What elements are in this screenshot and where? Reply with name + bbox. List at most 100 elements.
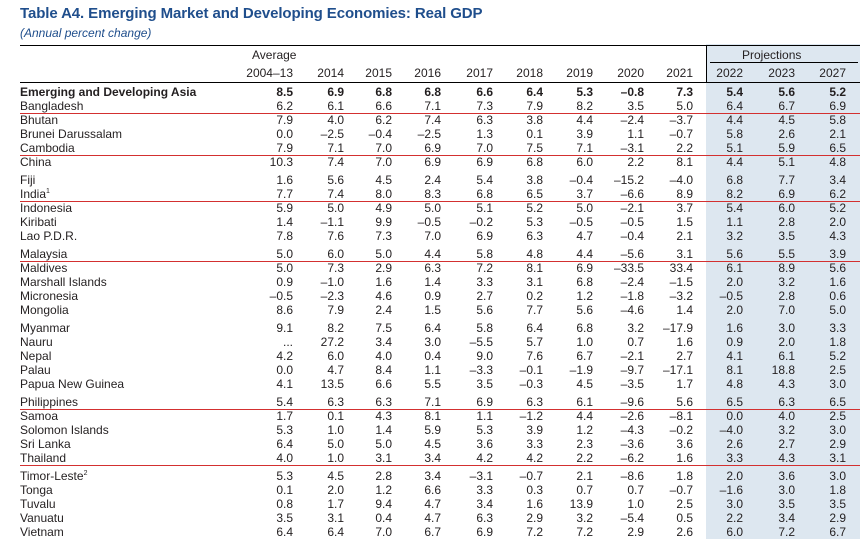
- value-cell: 5.0: [327, 201, 344, 215]
- value-cell: 1.6: [676, 451, 693, 465]
- value-cell: 0.9: [726, 335, 743, 349]
- value-cell: 4.4: [424, 247, 441, 261]
- value-cell: –17.1: [662, 363, 693, 377]
- value-cell: 5.5: [424, 377, 441, 391]
- value-cell: 3.7: [676, 201, 693, 215]
- value-cell: 1.6: [676, 335, 693, 349]
- value-cell: 5.5: [778, 247, 795, 261]
- value-cell: 4.2: [276, 349, 293, 363]
- value-cell: 8.1: [424, 409, 441, 423]
- value-cell: 1.2: [576, 423, 593, 437]
- value-cell: 9.0: [476, 349, 493, 363]
- value-cell: 7.0: [375, 155, 392, 169]
- value-cell: 7.1: [424, 395, 441, 409]
- value-cell: 0.9: [424, 289, 441, 303]
- value-cell: 5.8: [829, 113, 846, 127]
- value-cell: 7.8: [276, 229, 293, 243]
- country-name: Sri Lanka: [20, 437, 71, 451]
- value-cell: 0.5: [676, 511, 693, 525]
- value-cell: 6.5: [526, 187, 543, 201]
- value-cell: 1.1: [726, 215, 743, 229]
- value-cell: 5.3: [526, 215, 543, 229]
- value-cell: 7.2: [526, 525, 543, 539]
- table-row: Nauru... 27.2 3.4 3.0 –5.5 5.7 1.0 0.7 1.6 0.9 2.0…: [0, 336, 867, 348]
- value-cell: 2.8: [778, 215, 795, 229]
- value-cell: –0.5: [719, 289, 743, 303]
- column-header-2020: 2020: [617, 66, 644, 80]
- value-cell: –0.5: [269, 289, 293, 303]
- table-row: Brunei Darussalam 0.0 –2.5 –0.4 –2.5 1.3 0.1 3.…: [0, 128, 867, 140]
- value-cell: 3.2: [726, 229, 743, 243]
- value-cell: 0.4: [424, 349, 441, 363]
- value-cell: 1.0: [327, 451, 344, 465]
- country-name: Maldives: [20, 261, 68, 275]
- value-cell: 3.4: [424, 451, 441, 465]
- value-cell: 2.0: [726, 275, 743, 289]
- value-cell: 8.9: [778, 261, 795, 275]
- value-cell: 6.9: [778, 187, 795, 201]
- table-row: Solomon Islands 5.3 1.0 1.4 5.9 5.3 3.9 1.2 –4.3…: [0, 424, 867, 436]
- value-cell: 4.8: [526, 247, 543, 261]
- value-cell: 3.0: [829, 469, 846, 483]
- value-cell: 3.6: [476, 437, 493, 451]
- value-cell: 3.0: [778, 483, 795, 497]
- value-cell: 4.3: [778, 451, 795, 465]
- projections-underline: [710, 62, 858, 63]
- value-cell: 7.4: [424, 113, 441, 127]
- value-cell: 13.5: [320, 377, 344, 391]
- value-cell: 6.9: [424, 141, 441, 155]
- value-cell: 7.9: [327, 303, 344, 317]
- value-cell: 4.3: [375, 409, 392, 423]
- group-separator-rule: [20, 201, 860, 202]
- value-cell: 6.3: [526, 395, 543, 409]
- value-cell: 6.9: [829, 99, 846, 113]
- country-name: Papua New Guinea: [20, 377, 125, 391]
- country-name: Emerging and Developing Asia: [20, 85, 197, 99]
- country-name: Tuvalu: [20, 497, 56, 511]
- value-cell: 1.8: [676, 469, 693, 483]
- value-cell: 5.9: [424, 423, 441, 437]
- country-name: Fiji: [20, 173, 36, 187]
- value-cell: 4.4: [726, 113, 743, 127]
- column-header-2017: 2017: [466, 66, 493, 80]
- value-cell: 8.1: [526, 261, 543, 275]
- value-cell: 3.1: [526, 275, 543, 289]
- value-cell: 7.9: [276, 113, 293, 127]
- value-cell: 5.9: [276, 201, 293, 215]
- table-row: China 10.3 7.4 7.0 6.9 6.9 6.8 6.0 2.2 8.1 4.4 5.1 4…: [0, 156, 867, 168]
- value-cell: 7.1: [424, 99, 441, 113]
- value-cell: 6.1: [576, 395, 593, 409]
- table-row: Tonga 0.1 2.0 1.2 6.6 3.3 0.3 0.7 0.7 –0.7 –1.6 3.0…: [0, 484, 867, 496]
- value-cell: 2.8: [375, 469, 392, 483]
- value-cell: 1.5: [676, 215, 693, 229]
- value-cell: 7.4: [327, 187, 344, 201]
- value-cell: 1.0: [576, 335, 593, 349]
- value-cell: 7.0: [778, 303, 795, 317]
- value-cell: 3.6: [676, 437, 693, 451]
- country-name: Palau: [20, 363, 51, 377]
- value-cell: 1.0: [627, 497, 644, 511]
- value-cell: 2.2: [576, 451, 593, 465]
- value-cell: –5.6: [620, 247, 644, 261]
- value-cell: 7.2: [576, 525, 593, 539]
- value-cell: 5.0: [375, 437, 392, 451]
- value-cell: –2.1: [620, 201, 644, 215]
- value-cell: 5.2: [829, 349, 846, 363]
- country-name: Solomon Islands: [20, 423, 109, 437]
- value-cell: 2.6: [726, 437, 743, 451]
- value-cell: 7.3: [327, 261, 344, 275]
- column-header-2019: 2019: [566, 66, 593, 80]
- value-cell: 5.1: [726, 141, 743, 155]
- value-cell: 7.6: [526, 349, 543, 363]
- value-cell: 8.2: [327, 321, 344, 335]
- footnote-marker: 1: [46, 188, 50, 195]
- value-cell: 10.3: [269, 155, 293, 169]
- value-cell: 2.1: [576, 469, 593, 483]
- table-row: Samoa 1.7 0.1 4.3 8.1 1.1 –1.2 4.4 –2.6 –8.1 0.0 4.…: [0, 410, 867, 422]
- value-cell: 5.6: [778, 85, 795, 99]
- value-cell: 13.9: [569, 497, 593, 511]
- value-cell: –0.3: [519, 377, 543, 391]
- value-cell: –2.5: [320, 127, 344, 141]
- value-cell: 2.9: [829, 511, 846, 525]
- value-cell: 1.2: [576, 289, 593, 303]
